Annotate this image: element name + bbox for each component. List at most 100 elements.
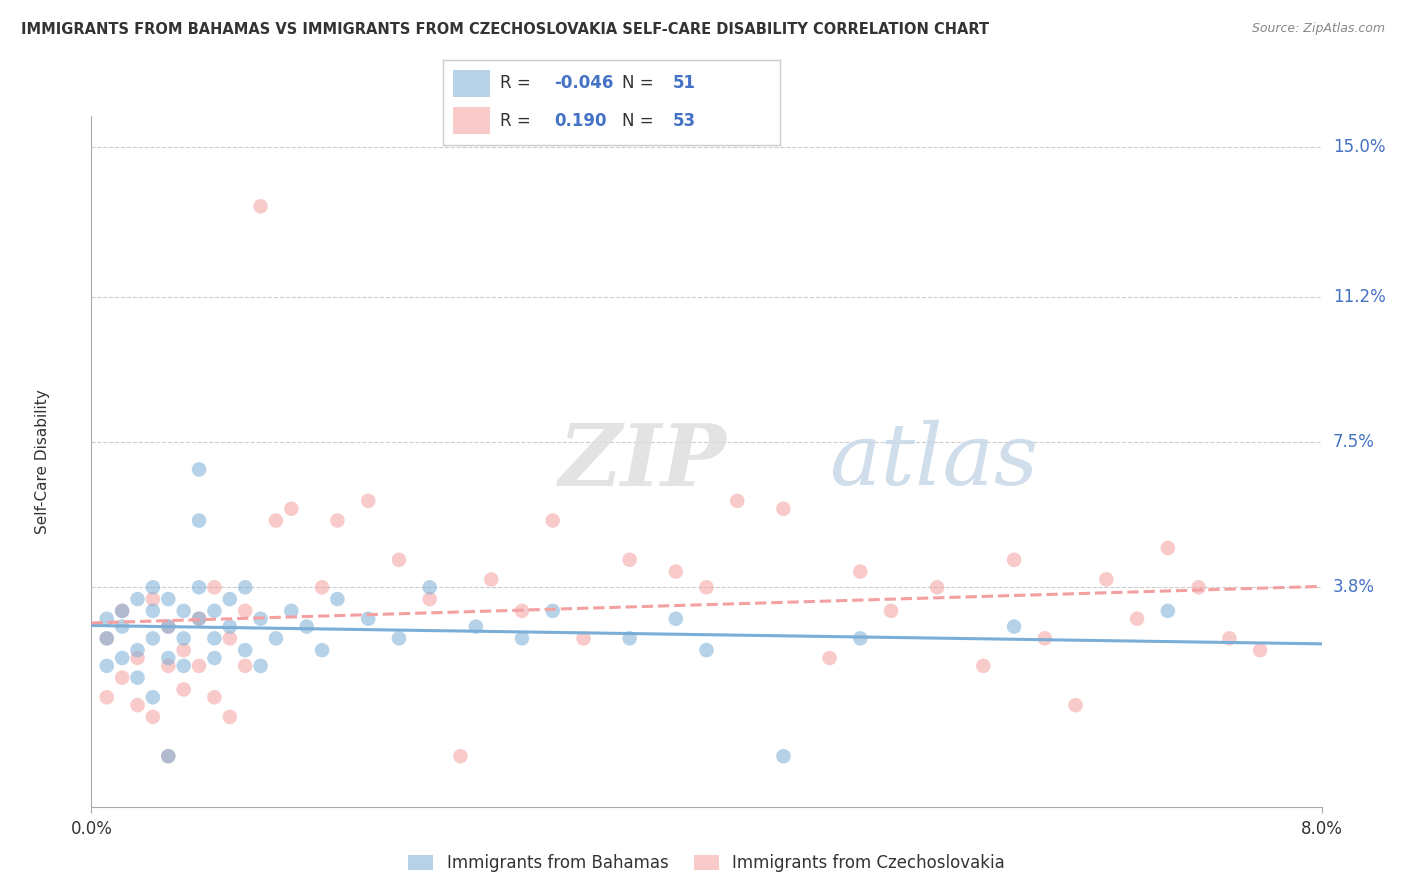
Point [541,604,564,618]
Text: 53: 53 [672,112,696,129]
Bar [453,70,491,97]
Point [218,592,240,607]
Text: N =: N = [621,75,658,93]
Point [142,580,165,594]
Point [280,501,302,516]
Point [619,632,641,646]
Point [157,658,180,673]
Text: 7.5%: 7.5% [1333,433,1375,451]
Point [157,651,180,665]
Text: R =: R = [501,75,536,93]
Point [218,619,240,633]
Point [1002,553,1025,567]
Point [249,658,271,673]
Point [772,501,794,516]
Point [510,604,533,618]
Point [218,632,240,646]
Point [96,632,118,646]
Point [1187,580,1209,594]
Point [1249,643,1271,657]
Point [142,632,165,646]
Point [311,643,333,657]
Point [388,632,411,646]
Point [127,592,149,607]
Point [157,592,180,607]
Point [127,698,149,713]
Point [233,658,256,673]
Point [173,658,195,673]
Point [295,619,318,633]
Point [849,632,872,646]
Point [142,690,165,705]
Text: 15.0%: 15.0% [1333,138,1385,156]
Point [111,604,134,618]
Point [157,619,180,633]
Point [1157,541,1180,555]
Point [202,690,225,705]
Legend: Immigrants from Bahamas, Immigrants from Czechoslovakia: Immigrants from Bahamas, Immigrants from… [402,847,1011,879]
Text: 51: 51 [672,75,696,93]
Point [142,710,165,724]
Point [218,710,240,724]
Point [202,651,225,665]
Point [127,671,149,685]
Point [695,643,717,657]
Point [326,592,349,607]
Point [419,592,441,607]
Bar [453,107,491,135]
Point [311,580,333,594]
Point [96,632,118,646]
Point [572,632,595,646]
Point [142,592,165,607]
Text: ZIP: ZIP [558,420,727,503]
Point [202,604,225,618]
Point [157,619,180,633]
Point [1126,612,1149,626]
Point [772,749,794,764]
Point [280,604,302,618]
Point [249,612,271,626]
Point [357,612,380,626]
Point [111,651,134,665]
Point [1157,604,1180,618]
Point [927,580,949,594]
Point [665,565,688,579]
Point [388,553,411,567]
Text: N =: N = [621,112,658,129]
Point [188,612,211,626]
Point [479,573,502,587]
Point [849,565,872,579]
Point [264,514,287,528]
Point [1002,619,1025,633]
Text: -0.046: -0.046 [554,75,613,93]
Text: 0.190: 0.190 [554,112,607,129]
Point [233,643,256,657]
Text: IMMIGRANTS FROM BAHAMAS VS IMMIGRANTS FROM CZECHOSLOVAKIA SELF-CARE DISABILITY C: IMMIGRANTS FROM BAHAMAS VS IMMIGRANTS FR… [21,22,990,37]
Point [111,604,134,618]
Point [695,580,717,594]
Point [96,690,118,705]
Point [111,671,134,685]
Point [880,604,903,618]
Point [1095,573,1118,587]
Point [188,612,211,626]
Point [173,682,195,697]
Point [202,580,225,594]
Point [357,494,380,508]
Point [188,580,211,594]
Text: R =: R = [501,112,536,129]
Point [619,553,641,567]
Point [96,612,118,626]
Point [326,514,349,528]
Point [96,658,118,673]
Point [233,580,256,594]
Point [449,749,471,764]
Text: Self-Care Disability: Self-Care Disability [35,389,49,534]
Point [510,632,533,646]
Point [264,632,287,646]
Text: 11.2%: 11.2% [1333,287,1385,306]
Point [818,651,841,665]
Point [202,632,225,646]
Point [249,199,271,213]
Point [419,580,441,594]
